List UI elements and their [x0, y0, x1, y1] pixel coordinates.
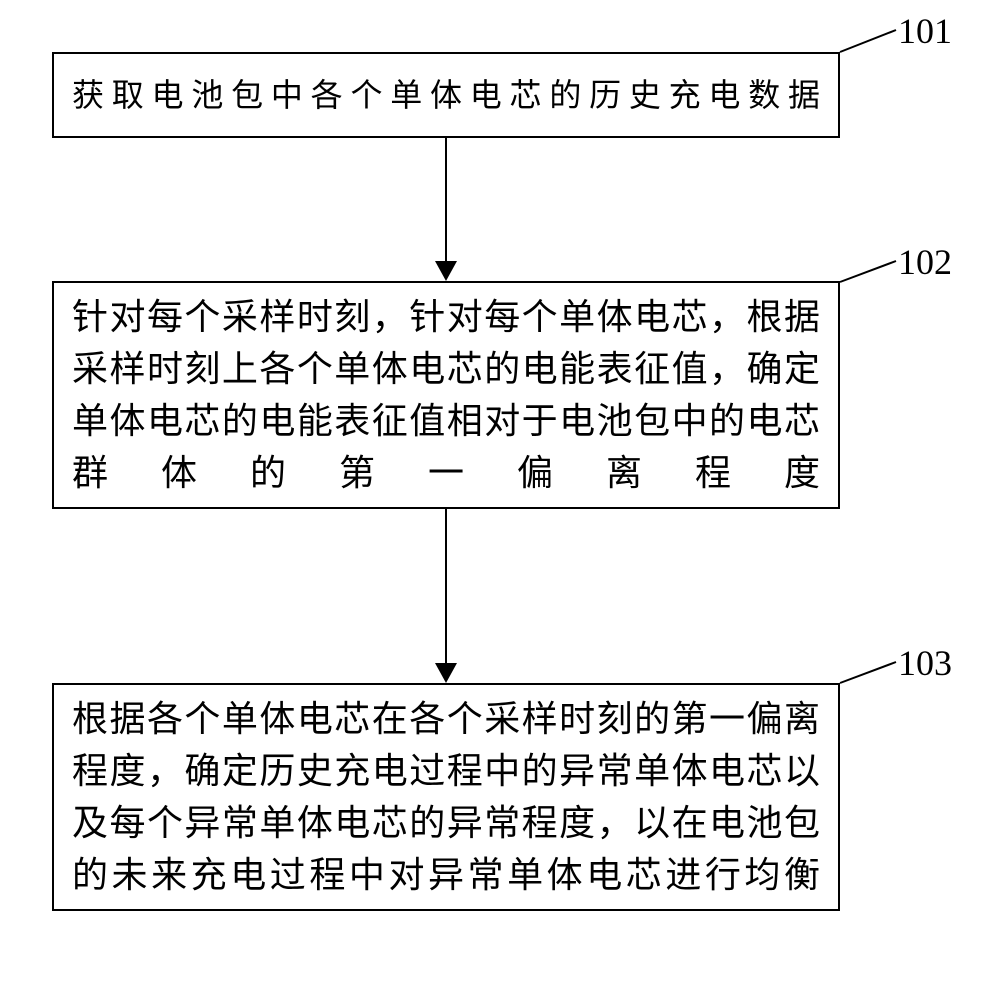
- flowchart-edge: [0, 0, 1000, 987]
